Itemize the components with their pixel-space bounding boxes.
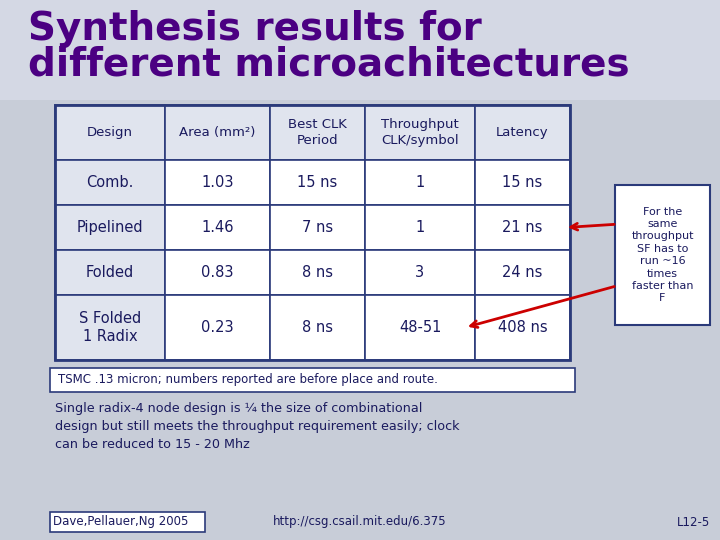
Text: Dave,Pellauer,Ng 2005: Dave,Pellauer,Ng 2005 [53, 516, 189, 529]
Text: S Folded
1 Radix: S Folded 1 Radix [79, 310, 141, 345]
Text: 48-51: 48-51 [399, 320, 441, 335]
Text: different microachitectures: different microachitectures [28, 45, 629, 83]
Text: TSMC .13 micron; numbers reported are before place and route.: TSMC .13 micron; numbers reported are be… [58, 374, 438, 387]
Text: Folded: Folded [86, 265, 134, 280]
Bar [270, 160, 365, 205]
Bar [165, 250, 270, 295]
Text: Single radix-4 node design is ¼ the size of combinational
design but still meets: Single radix-4 node design is ¼ the size… [55, 402, 459, 451]
Bar [55, 105, 165, 160]
Bar [55, 205, 165, 250]
Bar [55, 295, 165, 360]
Bar [165, 295, 270, 360]
Text: L12-5: L12-5 [677, 516, 710, 529]
Text: 24 ns: 24 ns [503, 265, 543, 280]
Bar [270, 205, 365, 250]
Bar [270, 250, 365, 295]
Bar [615, 185, 710, 325]
Text: Throughput
CLK/symbol: Throughput CLK/symbol [381, 118, 459, 147]
Text: 0.83: 0.83 [202, 265, 234, 280]
Text: http://csg.csail.mit.edu/6.375: http://csg.csail.mit.edu/6.375 [273, 516, 447, 529]
Text: 1.46: 1.46 [202, 220, 234, 235]
Text: 8 ns: 8 ns [302, 320, 333, 335]
Bar [365, 160, 475, 205]
Bar [55, 105, 570, 360]
Bar [365, 295, 475, 360]
Bar [475, 160, 570, 205]
Bar [55, 160, 165, 205]
Text: 3: 3 [415, 265, 425, 280]
Bar [475, 295, 570, 360]
Bar [55, 250, 165, 295]
Bar [475, 105, 570, 160]
Text: 1: 1 [415, 175, 425, 190]
Bar [365, 250, 475, 295]
Text: Comb.: Comb. [86, 175, 134, 190]
Bar [475, 205, 570, 250]
Bar [475, 250, 570, 295]
Text: 1.03: 1.03 [202, 175, 234, 190]
Bar [0, 0, 720, 100]
Text: 15 ns: 15 ns [503, 175, 543, 190]
Bar [165, 105, 270, 160]
Text: Design: Design [87, 126, 133, 139]
Bar [165, 160, 270, 205]
Text: 0.23: 0.23 [201, 320, 234, 335]
Text: Area (mm²): Area (mm²) [179, 126, 256, 139]
Text: 8 ns: 8 ns [302, 265, 333, 280]
Bar [270, 295, 365, 360]
Text: 1: 1 [415, 220, 425, 235]
Bar [50, 368, 575, 392]
Text: 15 ns: 15 ns [297, 175, 338, 190]
Text: Synthesis results for: Synthesis results for [28, 10, 482, 48]
Text: Best CLK
Period: Best CLK Period [288, 118, 347, 147]
Text: Latency: Latency [496, 126, 549, 139]
Text: For the
same
throughput
SF has to
run ~16
times
faster than
F: For the same throughput SF has to run ~1… [631, 207, 694, 303]
Text: 408 ns: 408 ns [498, 320, 547, 335]
Text: 7 ns: 7 ns [302, 220, 333, 235]
Bar [365, 205, 475, 250]
Bar [165, 205, 270, 250]
Text: 21 ns: 21 ns [503, 220, 543, 235]
Text: Pipelined: Pipelined [77, 220, 143, 235]
Bar [270, 105, 365, 160]
Bar [365, 105, 475, 160]
Bar [50, 512, 205, 532]
